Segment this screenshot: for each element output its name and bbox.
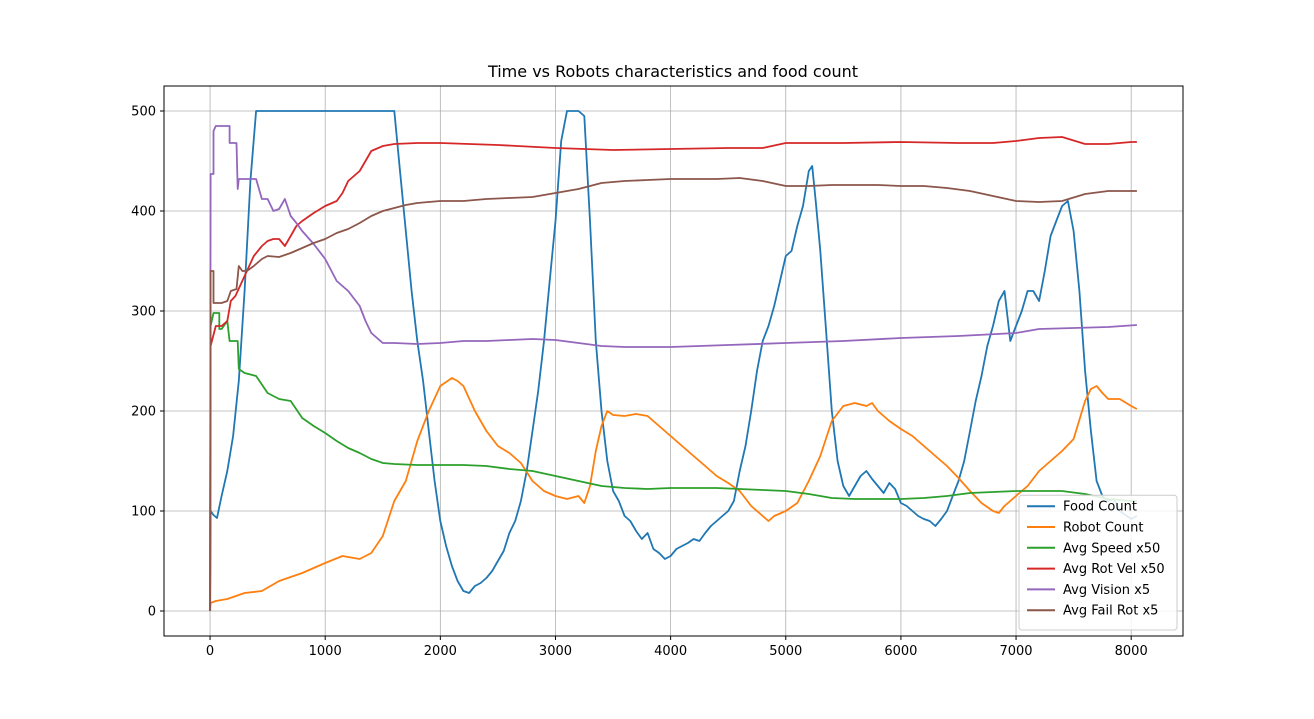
x-tick-label: 4000 bbox=[654, 644, 687, 659]
series-line-2 bbox=[209, 377, 1138, 612]
y-tick-label: 400 bbox=[131, 205, 156, 220]
y-tick-label: 500 bbox=[131, 105, 156, 120]
y-tick-label: 300 bbox=[131, 305, 156, 320]
series-line-3 bbox=[209, 312, 1137, 612]
legend-label: Avg Speed x50 bbox=[1063, 541, 1160, 556]
series-line-6 bbox=[209, 177, 1137, 612]
x-tick-label: 5000 bbox=[769, 644, 802, 659]
x-axis: 0 1000 2000 3000 4000 5000 6000 7000 8000 bbox=[206, 636, 1148, 659]
y-tick-label: 0 bbox=[148, 605, 156, 620]
legend-label: Food Count bbox=[1063, 500, 1137, 515]
x-tick-label: 1000 bbox=[309, 644, 342, 659]
y-axis: 0 100 200 300 400 500 bbox=[131, 105, 164, 620]
x-tick-label: 6000 bbox=[884, 644, 917, 659]
series-line-1 bbox=[209, 110, 1138, 612]
x-tick-label: 2000 bbox=[424, 644, 457, 659]
x-tick-label: 0 bbox=[206, 644, 214, 659]
series-line-4 bbox=[209, 136, 1137, 612]
legend-box bbox=[1018, 494, 1178, 631]
legend-label: Avg Fail Rot x5 bbox=[1063, 604, 1158, 619]
x-tick-label: 3000 bbox=[539, 644, 572, 659]
plot-area bbox=[209, 110, 1138, 612]
y-tick-label: 200 bbox=[131, 405, 156, 420]
grid-lines bbox=[164, 86, 1183, 636]
legend-label: Avg Vision x5 bbox=[1063, 583, 1150, 598]
y-tick-label: 100 bbox=[131, 505, 156, 520]
legend-label: Robot Count bbox=[1063, 521, 1143, 536]
series-lines bbox=[209, 110, 1138, 612]
legend-label: Avg Rot Vel x50 bbox=[1063, 562, 1165, 577]
chart-title: Time vs Robots characteristics and food … bbox=[487, 62, 858, 81]
legend: Food Count Robot Count Avg Speed x50 Avg Ro… bbox=[1018, 494, 1178, 631]
series-line-5 bbox=[209, 125, 1137, 612]
axes-frame bbox=[163, 85, 1184, 637]
x-tick-label: 8000 bbox=[1115, 644, 1148, 659]
x-tick-label: 7000 bbox=[999, 644, 1032, 659]
